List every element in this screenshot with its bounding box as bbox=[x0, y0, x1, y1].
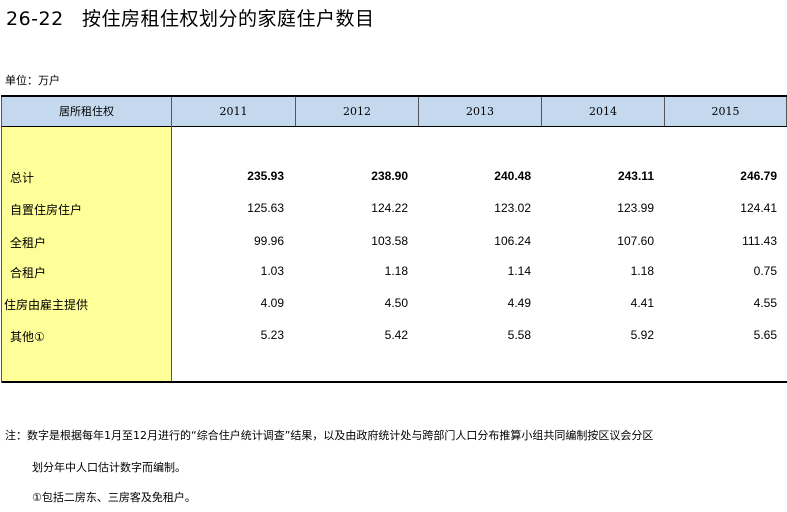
column-divider bbox=[418, 97, 419, 126]
header-year: 2015 bbox=[711, 105, 740, 118]
column-divider bbox=[664, 97, 665, 126]
table-header-background bbox=[1, 97, 787, 126]
table-cell: 5.23 bbox=[260, 328, 284, 342]
table-cell: 111.43 bbox=[742, 234, 777, 248]
table-cell: 1.18 bbox=[384, 264, 408, 278]
table-cell: 246.79 bbox=[740, 169, 777, 183]
row-label-employer-provided: 住房由雇主提供 bbox=[4, 298, 89, 312]
table-cell: 235.93 bbox=[247, 169, 284, 183]
table-cell: 1.14 bbox=[507, 264, 531, 278]
footnote-others: ①包括二房东、三房客及免租户。 bbox=[32, 491, 196, 504]
table-bottom-rule bbox=[1, 381, 787, 383]
table-cell: 1.03 bbox=[260, 264, 284, 278]
table-cell: 4.50 bbox=[384, 296, 408, 310]
table-cell: 5.42 bbox=[384, 328, 408, 342]
label-column-background bbox=[2, 127, 171, 381]
table-number: 26-22 bbox=[6, 8, 64, 30]
table-top-rule bbox=[1, 95, 787, 97]
table-cell: 124.41 bbox=[740, 201, 777, 215]
table-cell: 124.22 bbox=[371, 201, 408, 215]
table-cell: 106.24 bbox=[494, 234, 531, 248]
row-label-co-tenant: 合租户 bbox=[10, 266, 47, 280]
table-cell: 240.48 bbox=[494, 169, 531, 183]
table-cell: 123.99 bbox=[617, 201, 654, 215]
table-cell: 123.02 bbox=[494, 201, 531, 215]
label-column-divider bbox=[171, 97, 172, 381]
table-cell: 4.41 bbox=[630, 296, 654, 310]
row-label-sole-tenant: 全租户 bbox=[10, 236, 47, 250]
column-divider bbox=[541, 97, 542, 126]
footnote-continuation: 划分年中人口估计数字而编制。 bbox=[32, 461, 186, 474]
table-cell: 0.75 bbox=[753, 264, 777, 278]
table-left-border bbox=[1, 97, 2, 383]
table-title: 按住房租住权划分的家庭住户数目 bbox=[82, 8, 375, 30]
row-label-others: 其他① bbox=[10, 330, 45, 344]
unit-label: 单位：万户 bbox=[5, 74, 60, 87]
header-tenure: 居所租住权 bbox=[59, 105, 114, 118]
table-cell: 5.58 bbox=[507, 328, 531, 342]
table-cell: 125.63 bbox=[247, 201, 284, 215]
table-cell: 4.55 bbox=[753, 296, 777, 310]
row-label-owner-occupier: 自置住房住户 bbox=[10, 203, 83, 217]
header-year: 2014 bbox=[589, 105, 617, 118]
page-title: 26-22 按住房租住权划分的家庭住户数目 bbox=[6, 4, 375, 31]
table-header-rule bbox=[1, 126, 787, 127]
footnote-main: 注：数字是根据每年1月至12月进行的“综合住户统计调查”结果，以及由政府统计处与… bbox=[5, 429, 654, 442]
table-cell: 243.11 bbox=[617, 169, 654, 183]
header-year: 2012 bbox=[343, 105, 371, 118]
header-year: 2011 bbox=[219, 105, 248, 118]
table-cell: 107.60 bbox=[617, 234, 654, 248]
table-cell: 4.09 bbox=[260, 296, 284, 310]
header-year: 2013 bbox=[466, 105, 494, 118]
table-cell: 238.90 bbox=[371, 169, 408, 183]
table-cell: 4.49 bbox=[507, 296, 531, 310]
table-cell: 5.65 bbox=[753, 328, 777, 342]
table-cell: 1.18 bbox=[630, 264, 654, 278]
column-divider bbox=[295, 97, 296, 126]
data-table: 居所租住权 2011 2012 2013 2014 2015 总计 235.93… bbox=[1, 95, 787, 383]
table-cell: 99.96 bbox=[253, 234, 284, 248]
table-cell: 103.58 bbox=[371, 234, 408, 248]
table-cell: 5.92 bbox=[630, 328, 654, 342]
row-label-total: 总计 bbox=[10, 171, 35, 185]
